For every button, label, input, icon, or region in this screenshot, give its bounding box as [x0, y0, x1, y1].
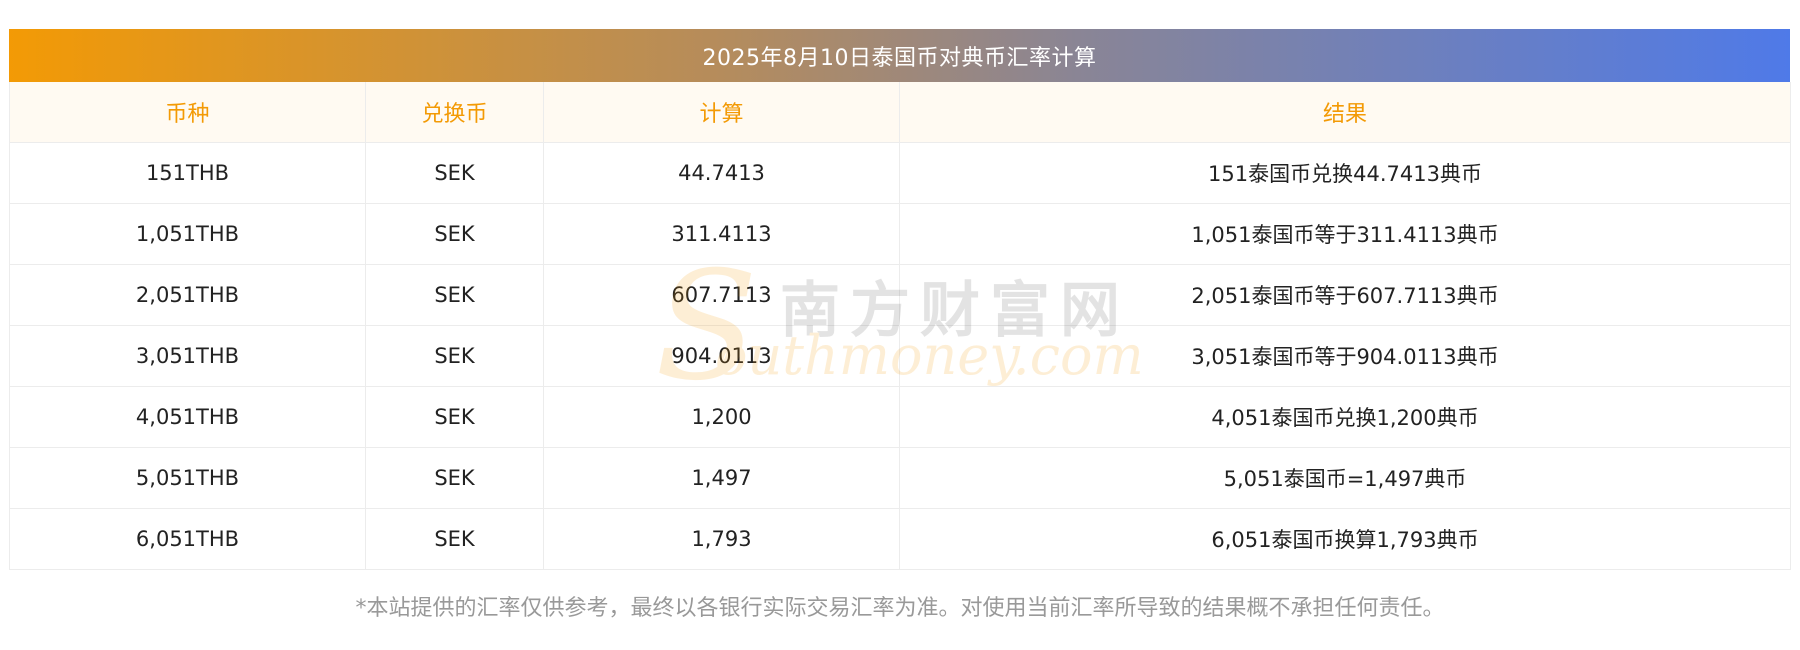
cell-result: 3,051泰国币等于904.0113典币	[899, 324, 1791, 387]
cell-result: 5,051泰国币=1,497典币	[899, 446, 1791, 509]
cell-calc: 607.7113	[543, 263, 900, 326]
header-calculation: 计算	[543, 82, 900, 143]
cell-target: SEK	[365, 263, 544, 326]
cell-currency: 4,051THB	[9, 385, 366, 448]
header-currency: 币种	[9, 82, 366, 143]
cell-result: 151泰国币兑换44.7413典币	[899, 141, 1791, 204]
table-row: 1,051THB SEK 311.4113 1,051泰国币等于311.4113…	[9, 202, 1791, 265]
cell-currency: 3,051THB	[9, 324, 366, 387]
cell-target: SEK	[365, 141, 544, 204]
table-row: 2,051THB SEK 607.7113 2,051泰国币等于607.7113…	[9, 263, 1791, 326]
cell-calc: 1,497	[543, 446, 900, 509]
table-header-row: 币种 兑换币 计算 结果	[9, 82, 1791, 143]
cell-calc: 1,200	[543, 385, 900, 448]
cell-target: SEK	[365, 507, 544, 570]
cell-currency: 6,051THB	[9, 507, 366, 570]
cell-target: SEK	[365, 202, 544, 265]
cell-target: SEK	[365, 324, 544, 387]
cell-result: 4,051泰国币兑换1,200典币	[899, 385, 1791, 448]
cell-target: SEK	[365, 385, 544, 448]
cell-currency: 151THB	[9, 141, 366, 204]
cell-calc: 904.0113	[543, 324, 900, 387]
header-result: 结果	[899, 82, 1791, 143]
cell-currency: 5,051THB	[9, 446, 366, 509]
table-row: 151THB SEK 44.7413 151泰国币兑换44.7413典币	[9, 141, 1791, 204]
cell-currency: 2,051THB	[9, 263, 366, 326]
cell-result: 2,051泰国币等于607.7113典币	[899, 263, 1791, 326]
rate-table-container: 2025年8月10日泰国币对典币汇率计算 币种 兑换币 计算 结果 151THB…	[9, 29, 1791, 570]
cell-currency: 1,051THB	[9, 202, 366, 265]
table-row: 5,051THB SEK 1,497 5,051泰国币=1,497典币	[9, 446, 1791, 509]
cell-result: 1,051泰国币等于311.4113典币	[899, 202, 1791, 265]
cell-calc: 1,793	[543, 507, 900, 570]
table-row: 3,051THB SEK 904.0113 3,051泰国币等于904.0113…	[9, 324, 1791, 387]
table-row: 6,051THB SEK 1,793 6,051泰国币换算1,793典币	[9, 507, 1791, 570]
cell-target: SEK	[365, 446, 544, 509]
cell-calc: 44.7413	[543, 141, 900, 204]
disclaimer-note: *本站提供的汇率仅供参考，最终以各银行实际交易汇率为准。对使用当前汇率所导致的结…	[355, 596, 1445, 621]
table-row: 4,051THB SEK 1,200 4,051泰国币兑换1,200典币	[9, 385, 1791, 448]
cell-calc: 311.4113	[543, 202, 900, 265]
cell-result: 6,051泰国币换算1,793典币	[899, 507, 1791, 570]
rate-table: 币种 兑换币 计算 结果 151THB SEK 44.7413 151泰国币兑换…	[9, 82, 1791, 570]
header-target-currency: 兑换币	[365, 82, 544, 143]
table-title: 2025年8月10日泰国币对典币汇率计算	[9, 29, 1790, 82]
